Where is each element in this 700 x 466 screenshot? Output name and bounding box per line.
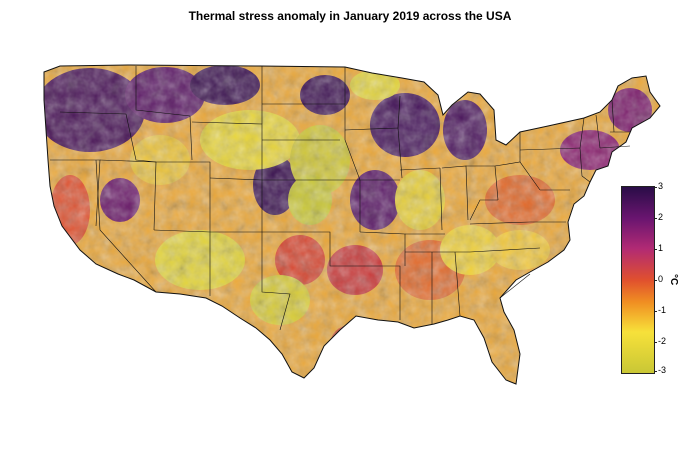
color-scale-bar <box>621 186 655 374</box>
legend-tick-label: 0 <box>658 274 664 284</box>
legend-tick-label: -1 <box>658 305 667 315</box>
map-title: Thermal stress anomaly in January 2019 a… <box>188 9 512 23</box>
tick-mark <box>654 187 657 188</box>
tick-mark <box>654 280 657 281</box>
tick-mark <box>654 311 657 312</box>
tick-mark <box>654 371 657 372</box>
tick-mark <box>654 249 657 250</box>
tick-mark <box>654 342 657 343</box>
legend-tick-label: 3 <box>658 181 664 191</box>
legend-tick-label: 1 <box>658 243 664 253</box>
legend-tick-label: -3 <box>658 365 667 375</box>
tick-mark <box>654 218 657 219</box>
state-boundaries <box>50 66 631 331</box>
legend-tick-label: -2 <box>658 336 667 346</box>
legend-unit-label: °C <box>668 274 679 286</box>
legend-tick-label: 2 <box>658 212 664 222</box>
